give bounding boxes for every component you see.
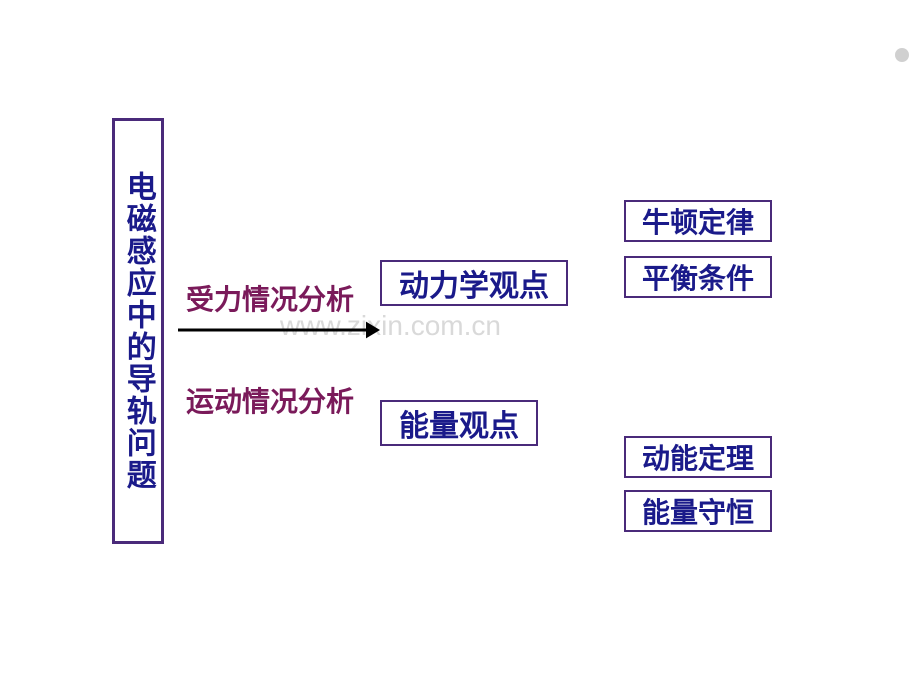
mid-box-energy: 能量观点 xyxy=(380,400,538,446)
right-box-kinetic: 动能定理 xyxy=(624,436,772,478)
branch-label-force: 受力情况分析 xyxy=(186,278,354,318)
mid-box-dynamics: 动力学观点 xyxy=(380,260,568,306)
right-box-conservation: 能量守恒 xyxy=(624,490,772,532)
branch-label-motion: 运动情况分析 xyxy=(186,380,354,420)
right-box-balance: 平衡条件 xyxy=(624,256,772,298)
corner-dot xyxy=(895,48,909,62)
root-box: 电磁感应中的导轨问题 xyxy=(112,118,164,544)
right-box-newton: 牛顿定律 xyxy=(624,200,772,242)
